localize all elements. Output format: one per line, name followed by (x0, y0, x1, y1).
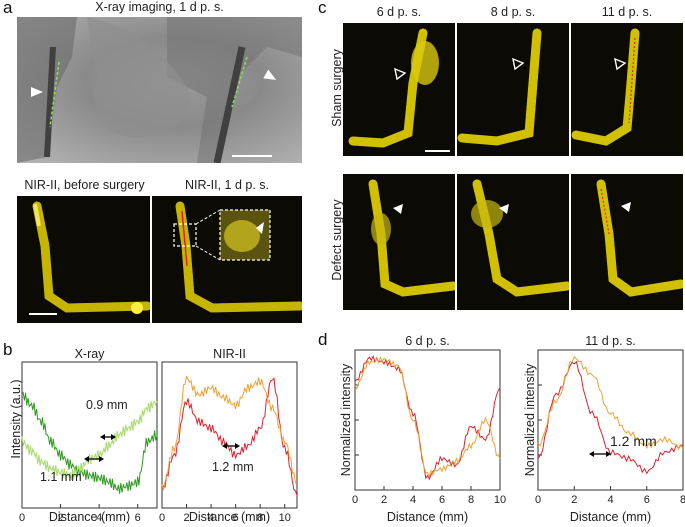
series-line-1 (161, 375, 298, 491)
arrow-0-9mm-head-right (111, 434, 116, 440)
series-line-0 (21, 391, 158, 494)
series-line-0 (537, 360, 684, 475)
scale-bar (29, 313, 57, 315)
x-tick-label: 0 (19, 512, 25, 524)
arrowhead (499, 204, 509, 214)
c-sham-6d-image (343, 23, 455, 156)
arrow-1-2mm-head-right (235, 443, 240, 449)
x-tick-label: 10 (279, 512, 291, 524)
arrow-1-1mm-head-right (99, 456, 104, 462)
panel-label-d: d (318, 330, 328, 349)
inset-source-box (173, 223, 197, 247)
series-line-1 (354, 355, 501, 478)
arrowhead (621, 202, 631, 212)
x-tick-label: 6 (233, 512, 239, 524)
x-tick-label: 2 (381, 494, 387, 506)
xray-image (17, 17, 302, 163)
b-annotation-0-9mm: 0.9 mm (86, 398, 128, 412)
x-tick-label: 4 (208, 512, 214, 524)
c-sham-11d-image (571, 23, 683, 156)
x-tick-label: 10 (494, 494, 506, 506)
d-right-xlabel: Distance (mm) (569, 510, 652, 524)
hollow-arrowhead (394, 67, 407, 81)
c-sham-6d-drawing (348, 28, 439, 148)
x-tick-label: 6 (644, 494, 650, 506)
scale-bar (425, 150, 450, 152)
x-tick-label: 2 (571, 494, 577, 506)
nir-after-drawing (173, 201, 302, 313)
c-defect-6d-image (343, 174, 455, 310)
panel-label-b: b (3, 340, 13, 359)
x-tick-label: 8 (468, 494, 474, 506)
d-right-title: 11 d p. s. (585, 334, 636, 348)
series-line-0 (161, 377, 298, 496)
nir-before-title: NIR-II, before surgery (24, 178, 145, 192)
x-tick-label: 2 (183, 512, 189, 524)
nir-before-drawing (32, 201, 150, 314)
x-tick-label: 4 (607, 494, 613, 506)
plot-frame (161, 361, 298, 509)
xray-green-line-right (231, 56, 248, 108)
panel-label-a: a (3, 0, 13, 17)
c-sham-11d-drawing (571, 28, 640, 146)
arrow-d-1-2mm-head-left (589, 451, 594, 457)
x-tick-label: 6 (439, 494, 445, 506)
nir-after-image (152, 196, 302, 323)
b-right-xlabel: Distance (mm) (188, 510, 271, 524)
panel-label-c: c (318, 0, 327, 17)
b-right-title: NIR-II (213, 347, 246, 361)
b-left-title: X-ray (74, 347, 105, 361)
nir-red-line (181, 210, 188, 267)
inset-arrowhead (256, 222, 264, 234)
arrow-d-1-2mm-head-right (606, 451, 611, 457)
x-tick-label: 4 (410, 494, 416, 506)
d-left-title: 6 d p. s. (405, 334, 450, 348)
c-defect-11d-image (571, 174, 683, 310)
xray-drawing (17, 17, 302, 163)
x-tick-label: 8 (257, 512, 263, 524)
c-col-title-6d: 6 d p. s. (376, 5, 422, 19)
arrow-1-2mm-head-left (222, 443, 227, 449)
xray-arrowhead-left (31, 87, 43, 97)
hollow-arrowhead (512, 57, 525, 71)
nir-before-image (17, 196, 150, 323)
x-tick-label: 2 (58, 512, 64, 524)
x-tick-label: 4 (96, 512, 102, 524)
hollow-arrowhead (614, 57, 627, 71)
nir-after-title: NIR-II, 1 d p. s. (184, 178, 270, 192)
arrowhead (393, 204, 403, 214)
c-defect-8d-image (457, 174, 569, 310)
d-annotation-1-2mm: 1.2 mm (610, 433, 657, 449)
series-line-1 (21, 400, 158, 480)
series-line-1 (537, 356, 684, 451)
b-annotation-1-2mm: 1.2 mm (212, 460, 254, 474)
b-annotation-1-1mm: 1.1 mm (40, 470, 82, 484)
b-left-xlabel: Distance (mm) (48, 510, 131, 524)
c-sham-8d-drawing (457, 28, 542, 146)
scale-bar (232, 155, 272, 157)
xray-title: X-ray imaging, 1 d p. s. (95, 0, 224, 14)
xray-arrowhead-right (263, 69, 277, 80)
c-col-title-11d: 11 d p. s. (601, 5, 653, 19)
x-tick-label: 0 (352, 494, 358, 506)
c-defect-6d-drawing (368, 179, 455, 297)
arrow-0-9mm-head-left (100, 434, 105, 440)
c-defect-11d-drawing (596, 179, 683, 297)
arrow-1-1mm-head-left (84, 456, 89, 462)
d-left-xlabel: Distance (mm) (386, 510, 469, 524)
x-tick-label: 6 (135, 512, 141, 524)
xray-green-line-left (49, 61, 60, 128)
c-col-title-8d: 8 d p. s. (490, 5, 536, 19)
x-tick-label: 0 (535, 494, 541, 506)
x-tick-label: 0 (159, 512, 165, 524)
x-tick-label: 8 (680, 494, 685, 506)
plot-frame (537, 349, 684, 491)
c-sham-8d-image (457, 23, 569, 156)
c-defect-8d-drawing (471, 179, 569, 297)
